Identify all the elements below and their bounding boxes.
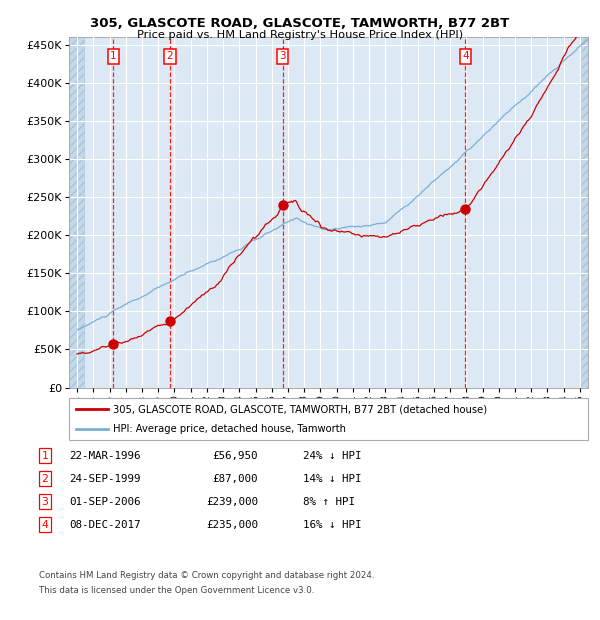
- Text: 14% ↓ HPI: 14% ↓ HPI: [303, 474, 361, 484]
- Text: 1: 1: [110, 51, 116, 61]
- Text: HPI: Average price, detached house, Tamworth: HPI: Average price, detached house, Tamw…: [113, 424, 346, 434]
- Text: 3: 3: [279, 51, 286, 61]
- Text: 2: 2: [41, 474, 49, 484]
- Bar: [69, 37, 84, 387]
- Text: 1: 1: [41, 451, 49, 461]
- Text: 16% ↓ HPI: 16% ↓ HPI: [303, 520, 361, 529]
- Text: £56,950: £56,950: [212, 451, 258, 461]
- Text: 305, GLASCOTE ROAD, GLASCOTE, TAMWORTH, B77 2BT (detached house): 305, GLASCOTE ROAD, GLASCOTE, TAMWORTH, …: [113, 404, 487, 414]
- Text: This data is licensed under the Open Government Licence v3.0.: This data is licensed under the Open Gov…: [39, 586, 314, 595]
- Bar: [581, 37, 588, 387]
- Text: 01-SEP-2006: 01-SEP-2006: [69, 497, 140, 507]
- Text: 305, GLASCOTE ROAD, GLASCOTE, TAMWORTH, B77 2BT: 305, GLASCOTE ROAD, GLASCOTE, TAMWORTH, …: [91, 17, 509, 30]
- Text: £87,000: £87,000: [212, 474, 258, 484]
- Text: Contains HM Land Registry data © Crown copyright and database right 2024.: Contains HM Land Registry data © Crown c…: [39, 571, 374, 580]
- Text: 8% ↑ HPI: 8% ↑ HPI: [303, 497, 355, 507]
- Text: 22-MAR-1996: 22-MAR-1996: [69, 451, 140, 461]
- Text: 24% ↓ HPI: 24% ↓ HPI: [303, 451, 361, 461]
- Text: 3: 3: [41, 497, 49, 507]
- Text: Price paid vs. HM Land Registry's House Price Index (HPI): Price paid vs. HM Land Registry's House …: [137, 30, 463, 40]
- Text: 24-SEP-1999: 24-SEP-1999: [69, 474, 140, 484]
- Text: 4: 4: [462, 51, 469, 61]
- Text: 4: 4: [41, 520, 49, 529]
- Text: 08-DEC-2017: 08-DEC-2017: [69, 520, 140, 529]
- Text: £235,000: £235,000: [206, 520, 258, 529]
- Text: £239,000: £239,000: [206, 497, 258, 507]
- Text: 2: 2: [167, 51, 173, 61]
